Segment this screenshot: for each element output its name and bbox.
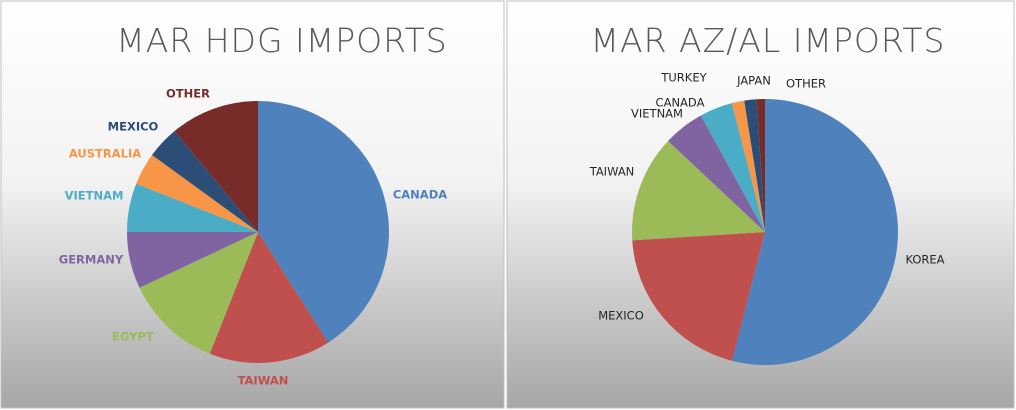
slice-label: OTHER	[786, 77, 826, 91]
slice-label: CANADA	[393, 188, 447, 202]
slice-label: KOREA	[905, 253, 944, 267]
chart-title: MAR AZ/AL IMPORTS	[591, 21, 946, 60]
pie-slice	[700, 103, 765, 232]
slice-label: CANADA	[656, 96, 705, 110]
slice-label: MEXICO	[598, 309, 644, 323]
pie-slice	[136, 155, 258, 232]
slice-label: VIETNAM	[631, 107, 683, 121]
pie-slice	[152, 131, 258, 232]
slice-label: TAIWAN	[589, 165, 635, 179]
pie-slice	[209, 232, 329, 363]
pie-slice	[632, 140, 765, 241]
pie-slice	[258, 101, 390, 343]
pie-slice	[139, 232, 258, 354]
slice-label: EGYPT	[112, 330, 154, 344]
pie-slice	[731, 99, 898, 365]
slice-label: AUSTRALIA	[69, 147, 141, 161]
pie-slice	[174, 101, 258, 232]
slice-label: MEXICO	[108, 120, 159, 134]
slice-label: TURKEY	[660, 71, 707, 85]
pie-slice	[127, 183, 258, 232]
slice-label: OTHER	[166, 87, 210, 101]
pie-slice	[756, 99, 765, 232]
pie-slice	[668, 115, 765, 232]
slice-label: GERMANY	[59, 253, 124, 267]
pie-slice	[744, 99, 765, 232]
pie-slice	[127, 232, 258, 288]
slice-label: VIETNAM	[65, 189, 124, 203]
slice-label: TAIWAN	[238, 374, 289, 388]
pie-slice	[632, 232, 765, 361]
pie-slice	[731, 100, 765, 232]
slice-label: JAPAN	[736, 74, 771, 88]
chart-title: MAR HDG IMPORTS	[116, 21, 447, 60]
